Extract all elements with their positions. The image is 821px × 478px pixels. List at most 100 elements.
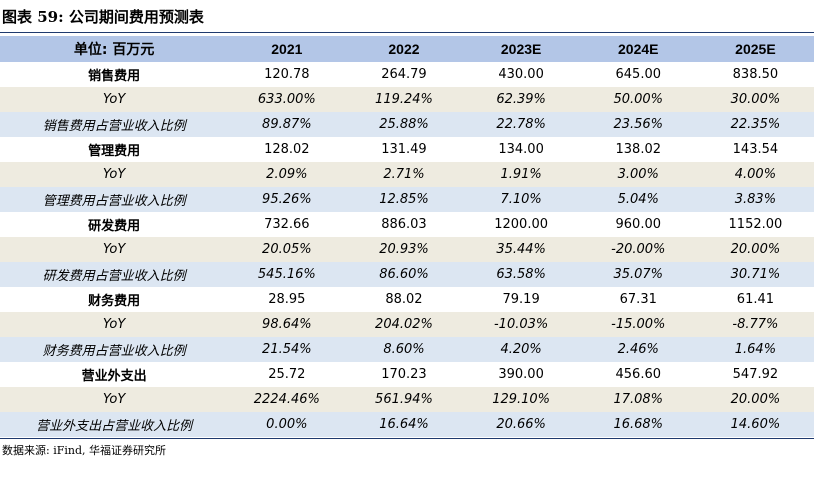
value-cell: 12.85%	[345, 187, 463, 212]
value-cell: 98.64%	[228, 312, 346, 337]
value-cell: 430.00	[462, 62, 580, 87]
value-cell: 14.60%	[696, 412, 814, 437]
unit-header: 单位: 百万元	[0, 36, 229, 62]
value-cell: 5.04%	[579, 187, 697, 212]
table-row: 销售费用占营业收入比例 89.87% 25.88% 22.78% 23.56% 22.35…	[0, 112, 814, 137]
value-cell: 128.02	[228, 137, 346, 162]
table-row: YoY 2.09% 2.71% 1.91% 3.00% 4.00%	[0, 162, 814, 187]
value-cell: 1.91%	[462, 162, 580, 187]
value-cell: 95.26%	[228, 187, 346, 212]
value-cell: 0.00%	[228, 412, 346, 437]
expense-forecast-table: 单位: 百万元 2021 2022 2023E 2024E 2025E 销售费用…	[0, 36, 814, 437]
value-cell: 838.50	[696, 62, 814, 87]
value-cell: 20.00%	[696, 387, 814, 412]
value-cell: 88.02	[345, 287, 463, 312]
value-cell: 143.54	[696, 137, 814, 162]
value-cell: -10.03%	[462, 312, 580, 337]
table-row: YoY 20.05% 20.93% 35.44% -20.00% 20.00%	[0, 237, 814, 262]
value-cell: 138.02	[579, 137, 697, 162]
year-header: 2022	[345, 36, 463, 62]
table-row: YoY 2224.46% 561.94% 129.10% 17.08% 20.00%	[0, 387, 814, 412]
value-cell: 119.24%	[345, 87, 463, 112]
value-cell: 390.00	[462, 362, 580, 387]
year-header: 2023E	[462, 36, 580, 62]
row-label: 管理费用	[0, 137, 229, 162]
value-cell: 20.00%	[696, 237, 814, 262]
value-cell: 2.71%	[345, 162, 463, 187]
value-cell: 561.94%	[345, 387, 463, 412]
value-cell: 129.10%	[462, 387, 580, 412]
value-cell: 7.10%	[462, 187, 580, 212]
value-cell: 35.44%	[462, 237, 580, 262]
value-cell: 264.79	[345, 62, 463, 87]
row-label: YoY	[0, 387, 229, 412]
value-cell: 1200.00	[462, 212, 580, 237]
row-label: 财务费用占营业收入比例	[0, 337, 229, 362]
value-cell: 16.64%	[345, 412, 463, 437]
bottom-divider	[0, 438, 814, 439]
year-header: 2024E	[579, 36, 697, 62]
year-header: 2025E	[696, 36, 814, 62]
table-row: 营业外支出占营业收入比例 0.00% 16.64% 20.66% 16.68% 14.60…	[0, 412, 814, 437]
value-cell: 23.56%	[579, 112, 697, 137]
row-label: YoY	[0, 237, 229, 262]
value-cell: 886.03	[345, 212, 463, 237]
row-label: 财务费用	[0, 287, 229, 312]
value-cell: 67.31	[579, 287, 697, 312]
value-cell: 21.54%	[228, 337, 346, 362]
data-source-note: 数据来源: iFind, 华福证券研究所	[2, 444, 166, 457]
title-divider	[0, 32, 814, 33]
table-body: 销售费用 120.78 264.79 430.00 645.00 838.50 YoY 633…	[0, 62, 814, 437]
row-label: YoY	[0, 162, 229, 187]
table-row: 研发费用 732.66 886.03 1200.00 960.00 1152.00	[0, 212, 814, 237]
table-row: 管理费用占营业收入比例 95.26% 12.85% 7.10% 5.04% 3.83%	[0, 187, 814, 212]
table-row: 财务费用 28.95 88.02 79.19 67.31 61.41	[0, 287, 814, 312]
value-cell: 50.00%	[579, 87, 697, 112]
table-row: 管理费用 128.02 131.49 134.00 138.02 143.54	[0, 137, 814, 162]
value-cell: 134.00	[462, 137, 580, 162]
value-cell: 131.49	[345, 137, 463, 162]
row-label: 营业外支出占营业收入比例	[0, 412, 229, 437]
value-cell: 545.16%	[228, 262, 346, 287]
value-cell: 732.66	[228, 212, 346, 237]
row-label: 管理费用占营业收入比例	[0, 187, 229, 212]
row-label: 销售费用	[0, 62, 229, 87]
header-row: 单位: 百万元 2021 2022 2023E 2024E 2025E	[0, 36, 814, 62]
value-cell: 35.07%	[579, 262, 697, 287]
value-cell: 30.00%	[696, 87, 814, 112]
row-label: YoY	[0, 312, 229, 337]
value-cell: 20.93%	[345, 237, 463, 262]
value-cell: 17.08%	[579, 387, 697, 412]
value-cell: 8.60%	[345, 337, 463, 362]
value-cell: 645.00	[579, 62, 697, 87]
value-cell: 63.58%	[462, 262, 580, 287]
row-label: YoY	[0, 87, 229, 112]
value-cell: 3.83%	[696, 187, 814, 212]
table-title: 图表 59: 公司期间费用预测表	[2, 8, 204, 26]
value-cell: 30.71%	[696, 262, 814, 287]
value-cell: 22.35%	[696, 112, 814, 137]
value-cell: 16.68%	[579, 412, 697, 437]
value-cell: 4.00%	[696, 162, 814, 187]
row-label: 销售费用占营业收入比例	[0, 112, 229, 137]
value-cell: 2.09%	[228, 162, 346, 187]
value-cell: 20.05%	[228, 237, 346, 262]
value-cell: 4.20%	[462, 337, 580, 362]
value-cell: 25.88%	[345, 112, 463, 137]
value-cell: 1152.00	[696, 212, 814, 237]
row-label: 营业外支出	[0, 362, 229, 387]
value-cell: 2.46%	[579, 337, 697, 362]
row-label: 研发费用占营业收入比例	[0, 262, 229, 287]
value-cell: -20.00%	[579, 237, 697, 262]
value-cell: 62.39%	[462, 87, 580, 112]
value-cell: 170.23	[345, 362, 463, 387]
value-cell: 20.66%	[462, 412, 580, 437]
value-cell: 22.78%	[462, 112, 580, 137]
value-cell: 120.78	[228, 62, 346, 87]
value-cell: 25.72	[228, 362, 346, 387]
value-cell: 79.19	[462, 287, 580, 312]
value-cell: 3.00%	[579, 162, 697, 187]
value-cell: 633.00%	[228, 87, 346, 112]
value-cell: 204.02%	[345, 312, 463, 337]
table-row: YoY 633.00% 119.24% 62.39% 50.00% 30.00%	[0, 87, 814, 112]
